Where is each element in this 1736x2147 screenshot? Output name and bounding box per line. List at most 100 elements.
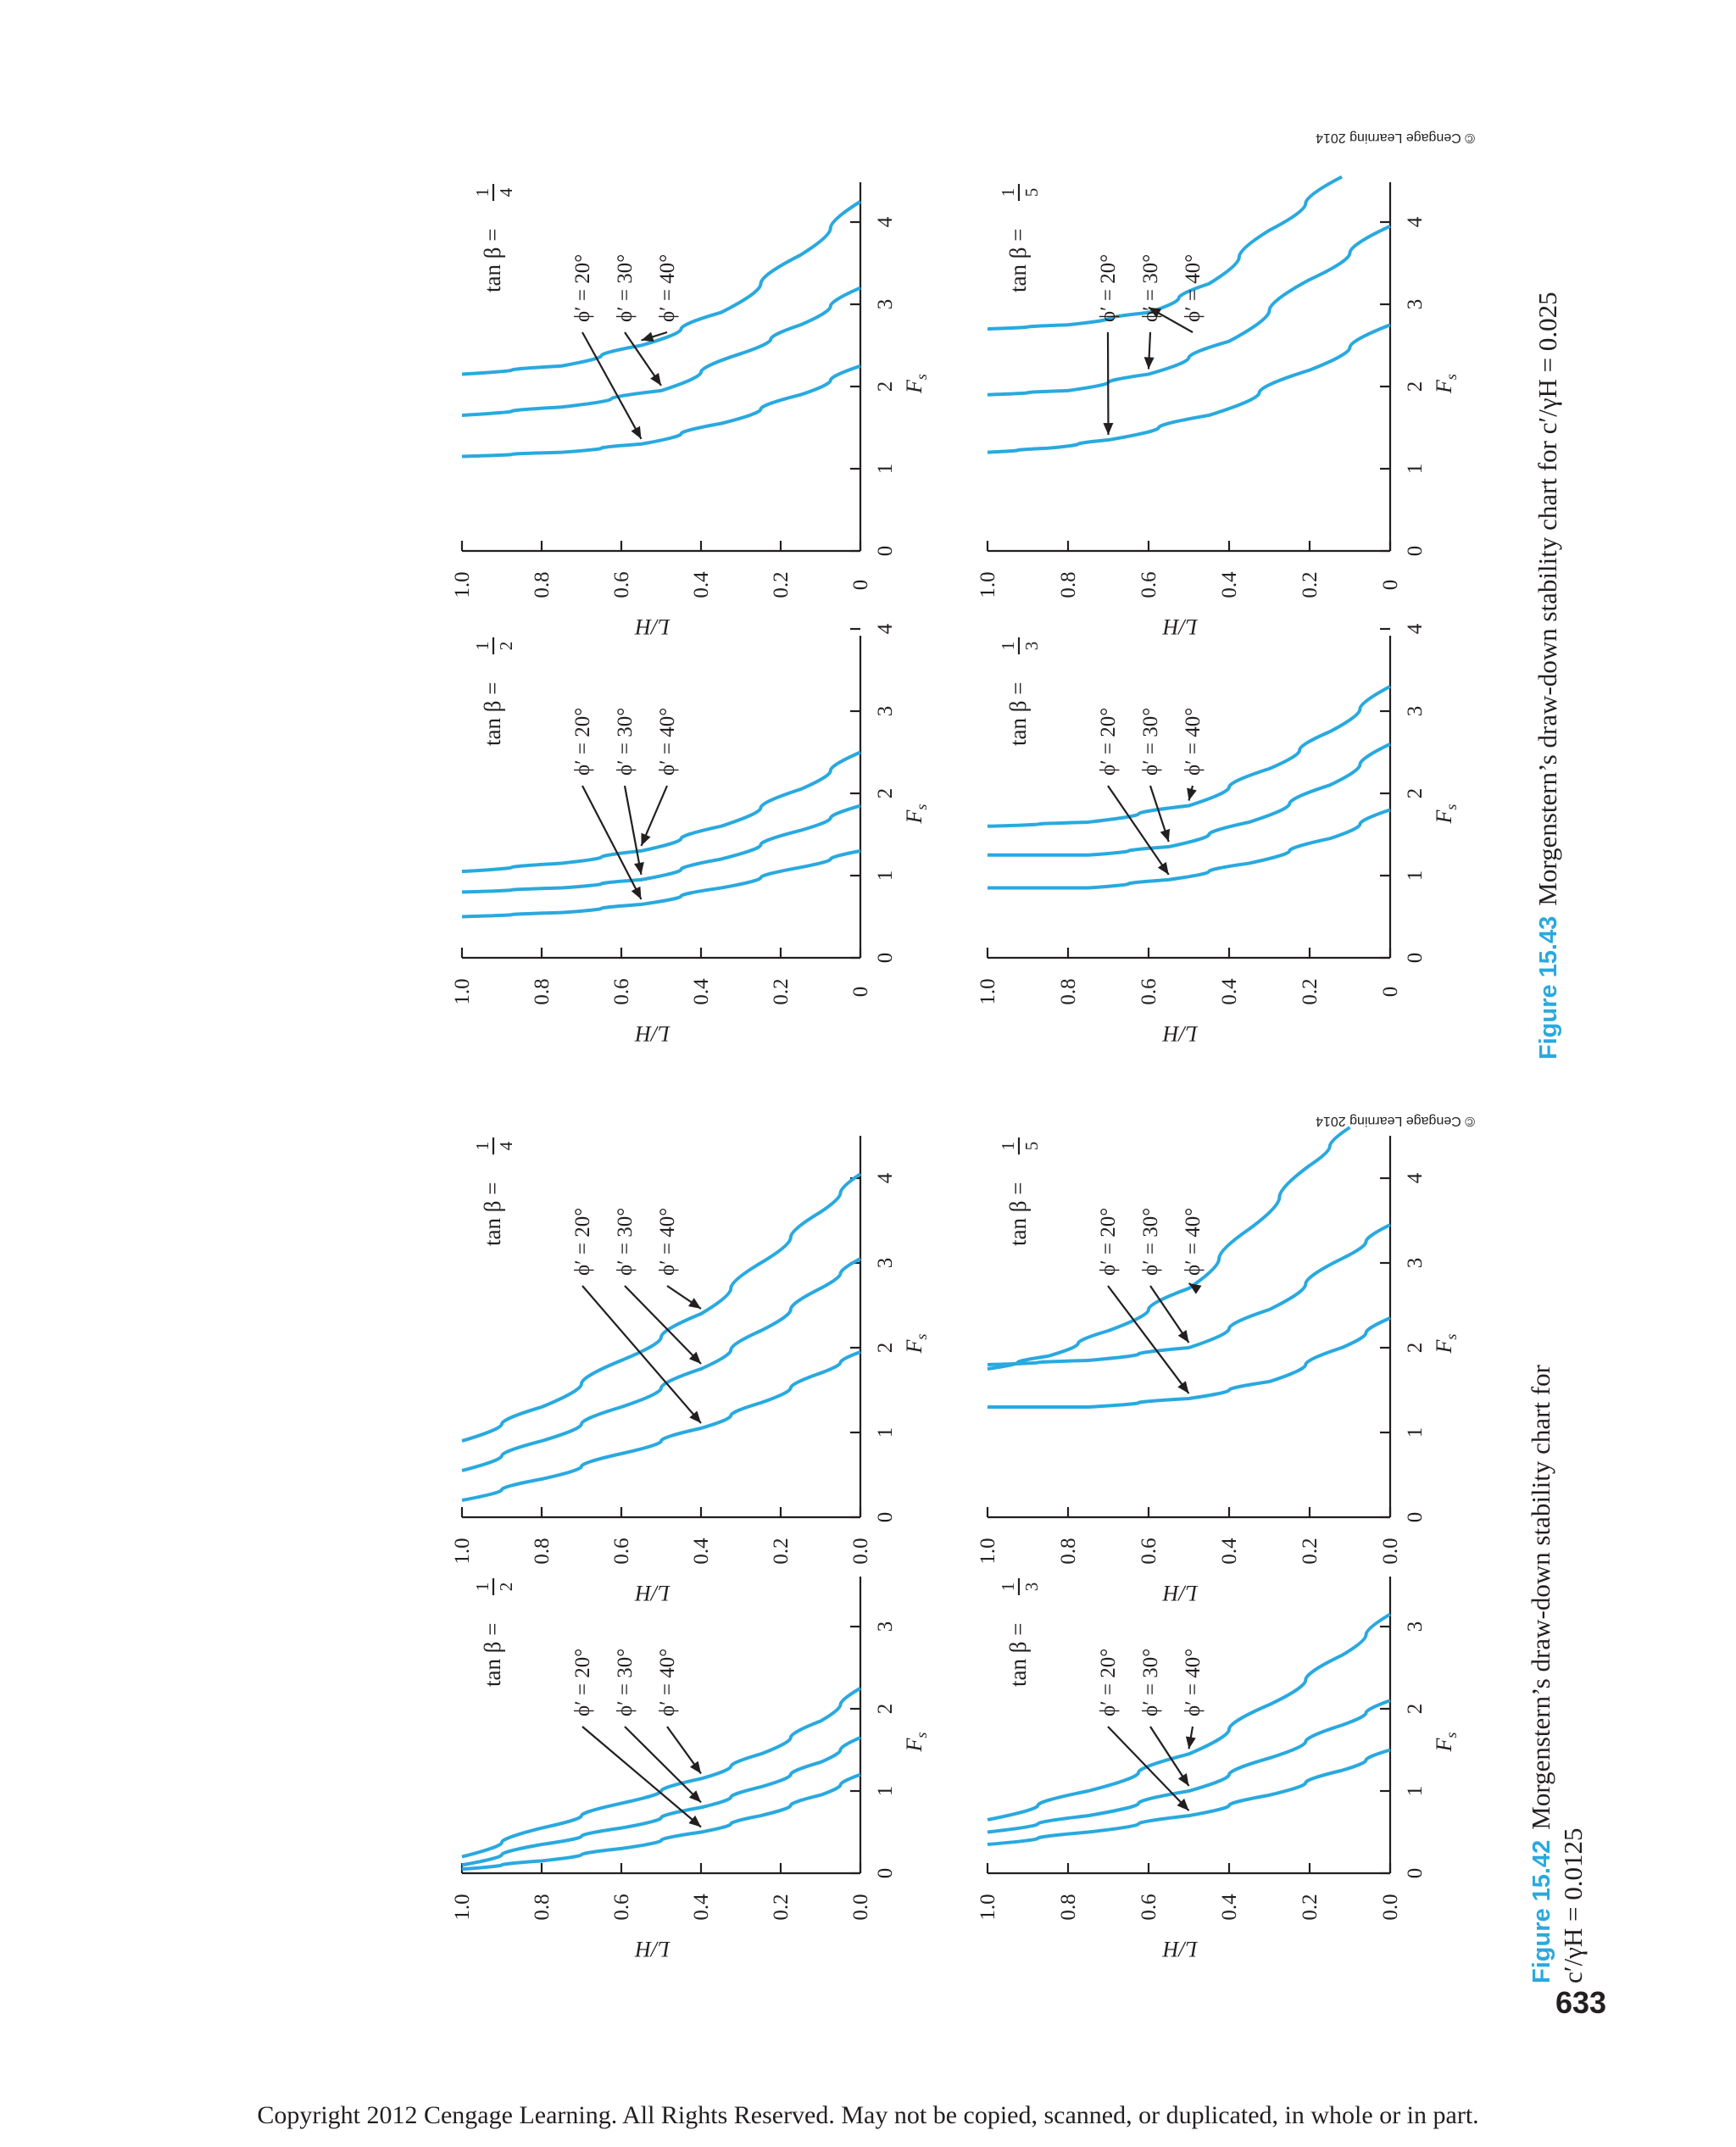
series-line [987,1699,1391,1834]
arrow-head [688,1351,701,1364]
y-tick-label: 0.4 [690,1538,713,1565]
slope-denominator: 4 [496,187,516,197]
x-tick-label: 0 [1404,1868,1427,1879]
x-tick-label: 2 [874,1343,897,1354]
x-tick-label: 2 [1404,1704,1427,1715]
arrow-head [1187,787,1197,801]
x-tick-label: 0 [874,1868,897,1879]
x-tick-label: 3 [874,299,897,310]
phi-label: ϕ′ = 20° [571,1649,594,1716]
arrow-head [688,1815,701,1827]
chart-title: tan β = 1 3 [998,637,1042,746]
arrow-head [1177,1381,1189,1393]
y-tick-label: 1.0 [451,1538,474,1564]
slope-numerator: 1 [998,1582,1018,1592]
x-tick-label: 1 [1404,1786,1427,1797]
y-tick-label: 0.0 [849,1894,872,1920]
phi-label: ϕ′ = 40° [656,708,679,776]
y-tick-label: 0.0 [1379,1538,1402,1564]
x-tick-label: 3 [1404,1621,1427,1632]
y-tick-label: 1.0 [976,978,999,1004]
chart-title: tan β = 1 4 [472,1137,516,1246]
y-tick-label: 0.4 [690,571,713,598]
arrow-head [641,832,651,846]
x-tick-label: 2 [1404,1343,1427,1354]
page-number: 633 [1555,1985,1606,2020]
x-tick-label: 3 [1404,299,1427,310]
y-axis-title: L/H [1162,1581,1199,1605]
y-tick-label: 0.6 [610,1894,633,1920]
x-axis-title: Fs [902,1334,930,1354]
y-axis-title: L/H [635,1581,671,1605]
x-tick-label: 4 [874,1172,897,1183]
y-tick-label: 1.0 [976,1894,999,1920]
y-tick-label: 0 [849,580,872,591]
arrow-head [1160,828,1171,843]
series-line [988,742,1391,857]
pointer-arrow [581,785,643,900]
y-tick-label: 0.8 [531,1894,554,1920]
y-axis-title: L/H [635,615,671,639]
x-tick-label: 3 [1404,706,1427,717]
phi-label: ϕ′ = 40° [1182,1649,1205,1716]
arrow-head [1177,1330,1189,1343]
pointer-arrow [581,331,643,440]
chart-title: tan β = 1 4 [472,184,516,292]
series-line [461,750,861,874]
phi-label: ϕ′ = 40° [656,254,679,322]
x-axis-title: Fs [902,1733,930,1753]
y-tick-label: 0.8 [1057,978,1080,1004]
phi-label: ϕ′ = 40° [1182,254,1205,322]
phi-label: ϕ′ = 20° [1097,708,1120,776]
y-axis-title: L/H [635,1937,671,1961]
phi-label: ϕ′ = 30° [1139,1649,1162,1716]
y-axis-title: L/H [1162,615,1199,639]
x-axis-title: Fs [902,804,930,825]
phi-label: ϕ′ = 30° [1139,1208,1162,1276]
arrow-head [688,1790,701,1803]
arrow-head [634,861,644,875]
slope-denominator: 4 [496,1141,516,1150]
chart-title-text: tan β = [1005,1182,1031,1246]
x-tick-label: 0 [1404,546,1427,557]
x-tick-label: 2 [874,381,897,392]
phi-label: ϕ′ = 40° [656,1649,679,1716]
y-tick-label: 0.0 [1379,1894,1402,1920]
series-line [461,200,862,376]
x-tick-label: 4 [1404,1172,1427,1183]
pointer-arrow [1107,1726,1190,1811]
series-line [461,1772,861,1872]
y-tick-label: 1.0 [976,571,999,598]
slope-numerator: 1 [998,642,1018,651]
x-tick-label: 0 [874,953,897,964]
arrow-head [1157,861,1169,875]
phi-label: ϕ′ = 30° [614,1208,637,1276]
series-line [461,804,861,894]
y-tick-label: 0.4 [690,1894,713,1921]
x-tick-label: 4 [1404,623,1427,634]
y-tick-label: 0.4 [1218,571,1241,598]
figure-number: Figure 15.42 [1528,1840,1555,1983]
arrow-head [631,886,642,899]
phi-label: ϕ′ = 40° [1182,708,1205,776]
copyright-mark: © Cengage Learning 2014 [1316,1114,1475,1128]
phi-label: ϕ′ = 40° [656,1208,679,1276]
series-line [461,286,861,417]
phi-label: ϕ′ = 30° [1139,708,1162,776]
copyright-mark: © Cengage Learning 2014 [1316,131,1475,145]
series-line [987,1126,1351,1371]
x-axis-title: Fs [1432,804,1460,825]
figure-caption: Morgenstern’s draw-down stability chart … [1526,1364,1555,1829]
x-tick-label: 3 [1404,1258,1427,1269]
pointer-arrow [581,1726,702,1828]
y-tick-label: 0.6 [1138,978,1160,1004]
x-tick-label: 0 [874,1512,897,1523]
series-line [987,1748,1391,1847]
chart-title-text: tan β = [1005,1623,1031,1687]
x-tick-label: 1 [874,870,897,882]
y-tick-label: 0.2 [770,1894,793,1920]
